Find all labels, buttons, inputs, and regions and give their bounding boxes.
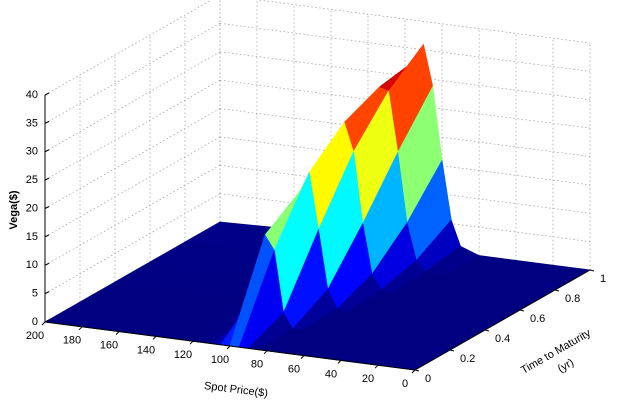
z-tick-label: 40 [26,89,38,101]
tick-mark [44,92,50,96]
tick-mark [41,321,46,326]
tick-mark [115,331,120,335]
y-axis [414,269,591,371]
y-axis-label: Time to Maturity [519,327,593,377]
tick-mark [414,369,420,372]
z-tick-label: 25 [26,174,38,186]
z-tick-label: 10 [26,259,38,271]
z-tick-label: 20 [26,202,38,214]
z-tick-label: 5 [32,288,38,300]
z-tick-label: 30 [26,146,38,158]
x-tick-label: 40 [325,368,337,380]
y-tick-label: 0.2 [460,353,475,365]
tick-mark [519,309,525,312]
x-tick-label: 100 [211,354,229,366]
x-tick-label: 180 [63,335,81,347]
tick-mark [411,369,416,374]
x-tick-label: 140 [137,344,155,356]
tick-mark [152,336,157,340]
x-tick-label: 60 [288,364,300,376]
tick-mark [44,149,50,153]
z-tick-label: 15 [26,231,38,243]
tick-mark [263,350,268,355]
z-tick-label: 0 [32,316,38,328]
tick-mark [44,319,50,323]
z-tick-label: 35 [26,117,38,129]
tick-mark [300,355,305,359]
tick-mark [44,291,50,295]
z-axis-label: Vega($) [8,190,20,229]
x-tick-label: 200 [26,330,44,342]
y-tick-label: 0.8 [565,293,580,305]
x-tick-label: 160 [100,340,118,352]
y-tick-label: 0.6 [530,313,545,325]
grid-line [44,79,221,181]
grid-line [44,108,221,209]
tick-mark [449,349,455,352]
tick-mark [44,206,50,209]
y-tick-label: 0 [425,373,431,385]
x-tick-label: 20 [362,373,374,385]
tick-mark [484,329,490,332]
x-tick-label: 120 [174,349,192,361]
tick-mark [226,345,231,350]
tick-mark [337,360,342,364]
y-axis-label: (yr) [556,357,576,376]
tick-mark [554,289,560,292]
tick-mark [44,177,50,181]
grid-line [44,23,221,124]
grid-line [44,193,221,294]
grid-line [219,23,591,72]
tick-mark [189,340,194,345]
grid-line [44,51,221,153]
tick-mark [78,326,83,331]
grid-line [44,136,221,238]
tick-mark [44,120,50,124]
grid-line [44,0,212,96]
tick-mark [589,269,595,272]
tick-mark [44,262,50,266]
tick-mark [44,234,50,238]
y-tick-label: 1 [600,273,606,285]
x-axis-label: Spot Price($) [203,380,268,400]
x-tick-label: 0 [402,378,408,390]
y-tick-label: 0.4 [495,333,510,345]
x-tick-label: 80 [251,359,263,371]
grid-line [44,164,221,266]
tick-mark [374,364,379,369]
